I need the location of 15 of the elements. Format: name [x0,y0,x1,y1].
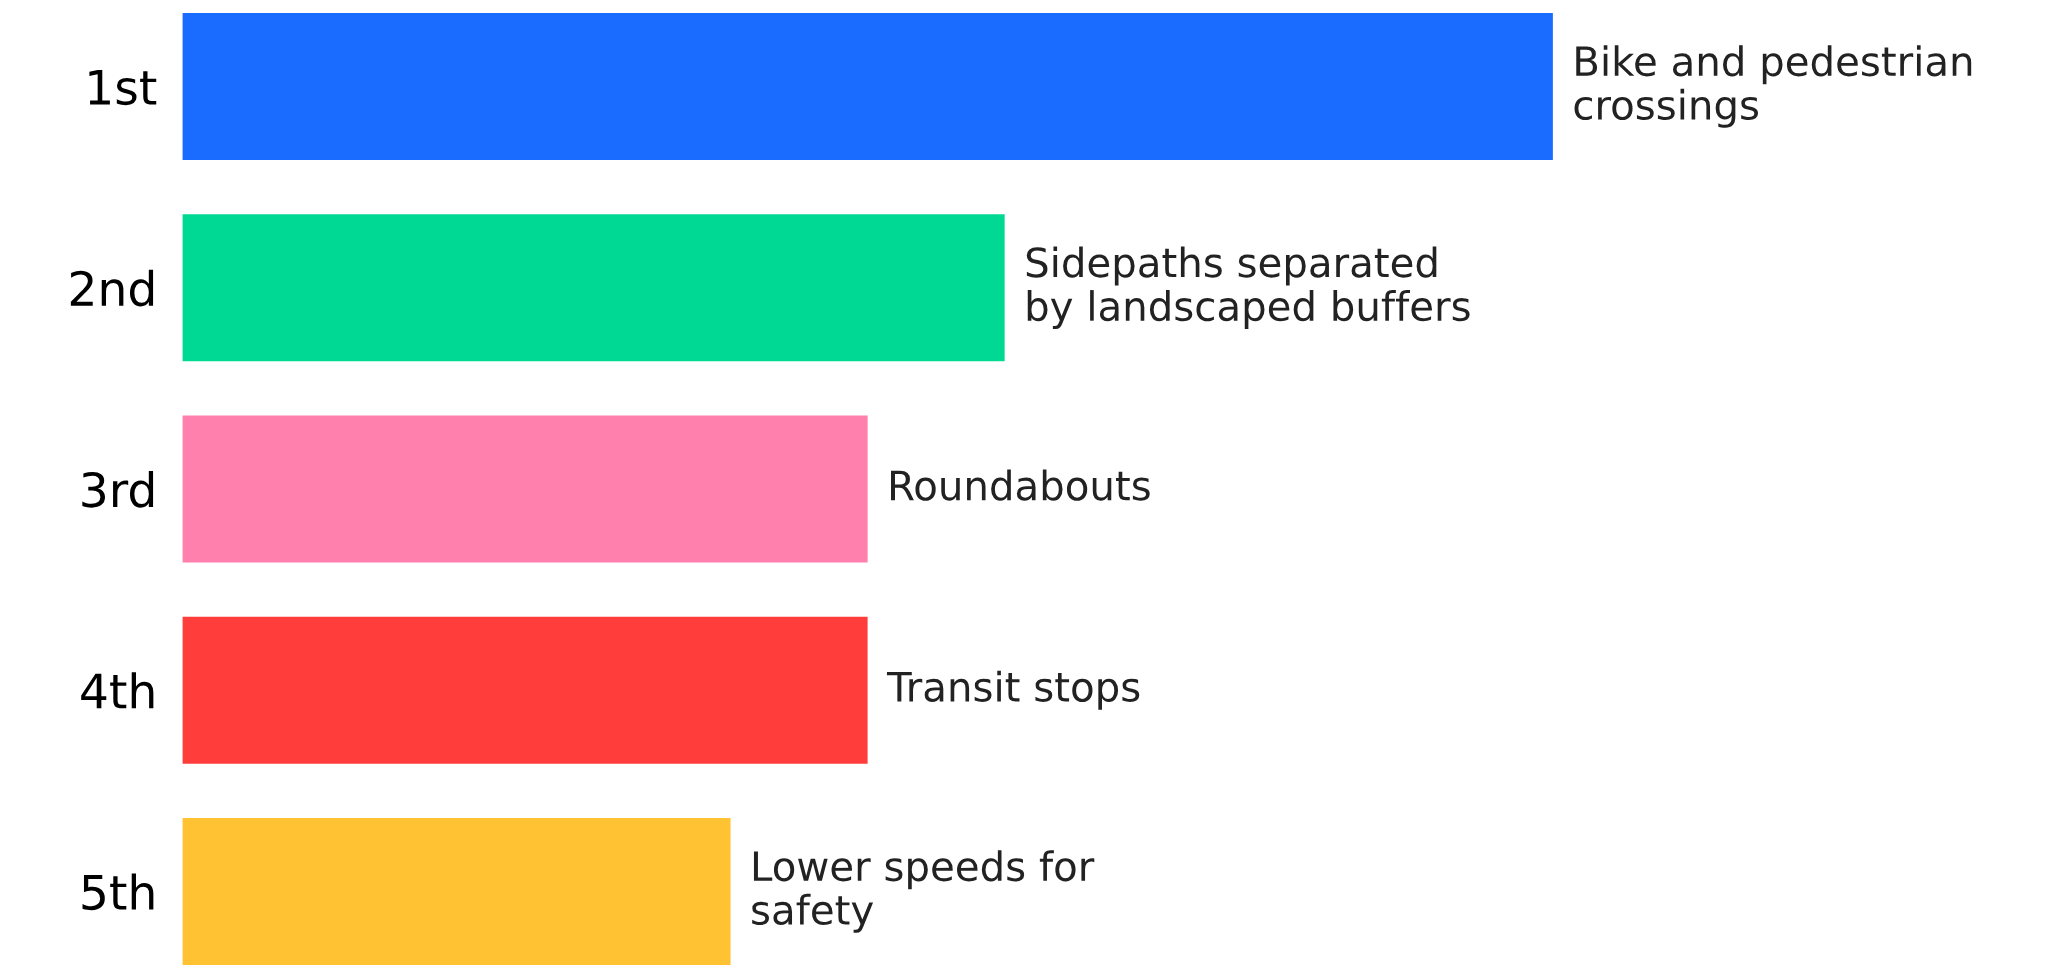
y-tick-label: 3rd [82,471,154,508]
y-tick-label: 1st [89,70,157,106]
annotation: Lower speeds for safety [752,850,1095,933]
annotation: Bike and pedestrian crossings [1574,45,1972,128]
bar [182,415,868,563]
annotation: Roundabouts [891,469,1150,501]
annotation: Transit stops [886,670,1140,710]
bar [182,818,731,965]
bar [182,13,1553,160]
annotation: Sidepaths separated by landscaped buffers [1026,246,1470,330]
y-tick-label: 2nd [70,269,154,307]
y-tick-label: 5th [82,873,154,911]
y-tick-label: 4th [81,672,154,709]
bar [182,214,1005,362]
bar [182,616,868,764]
